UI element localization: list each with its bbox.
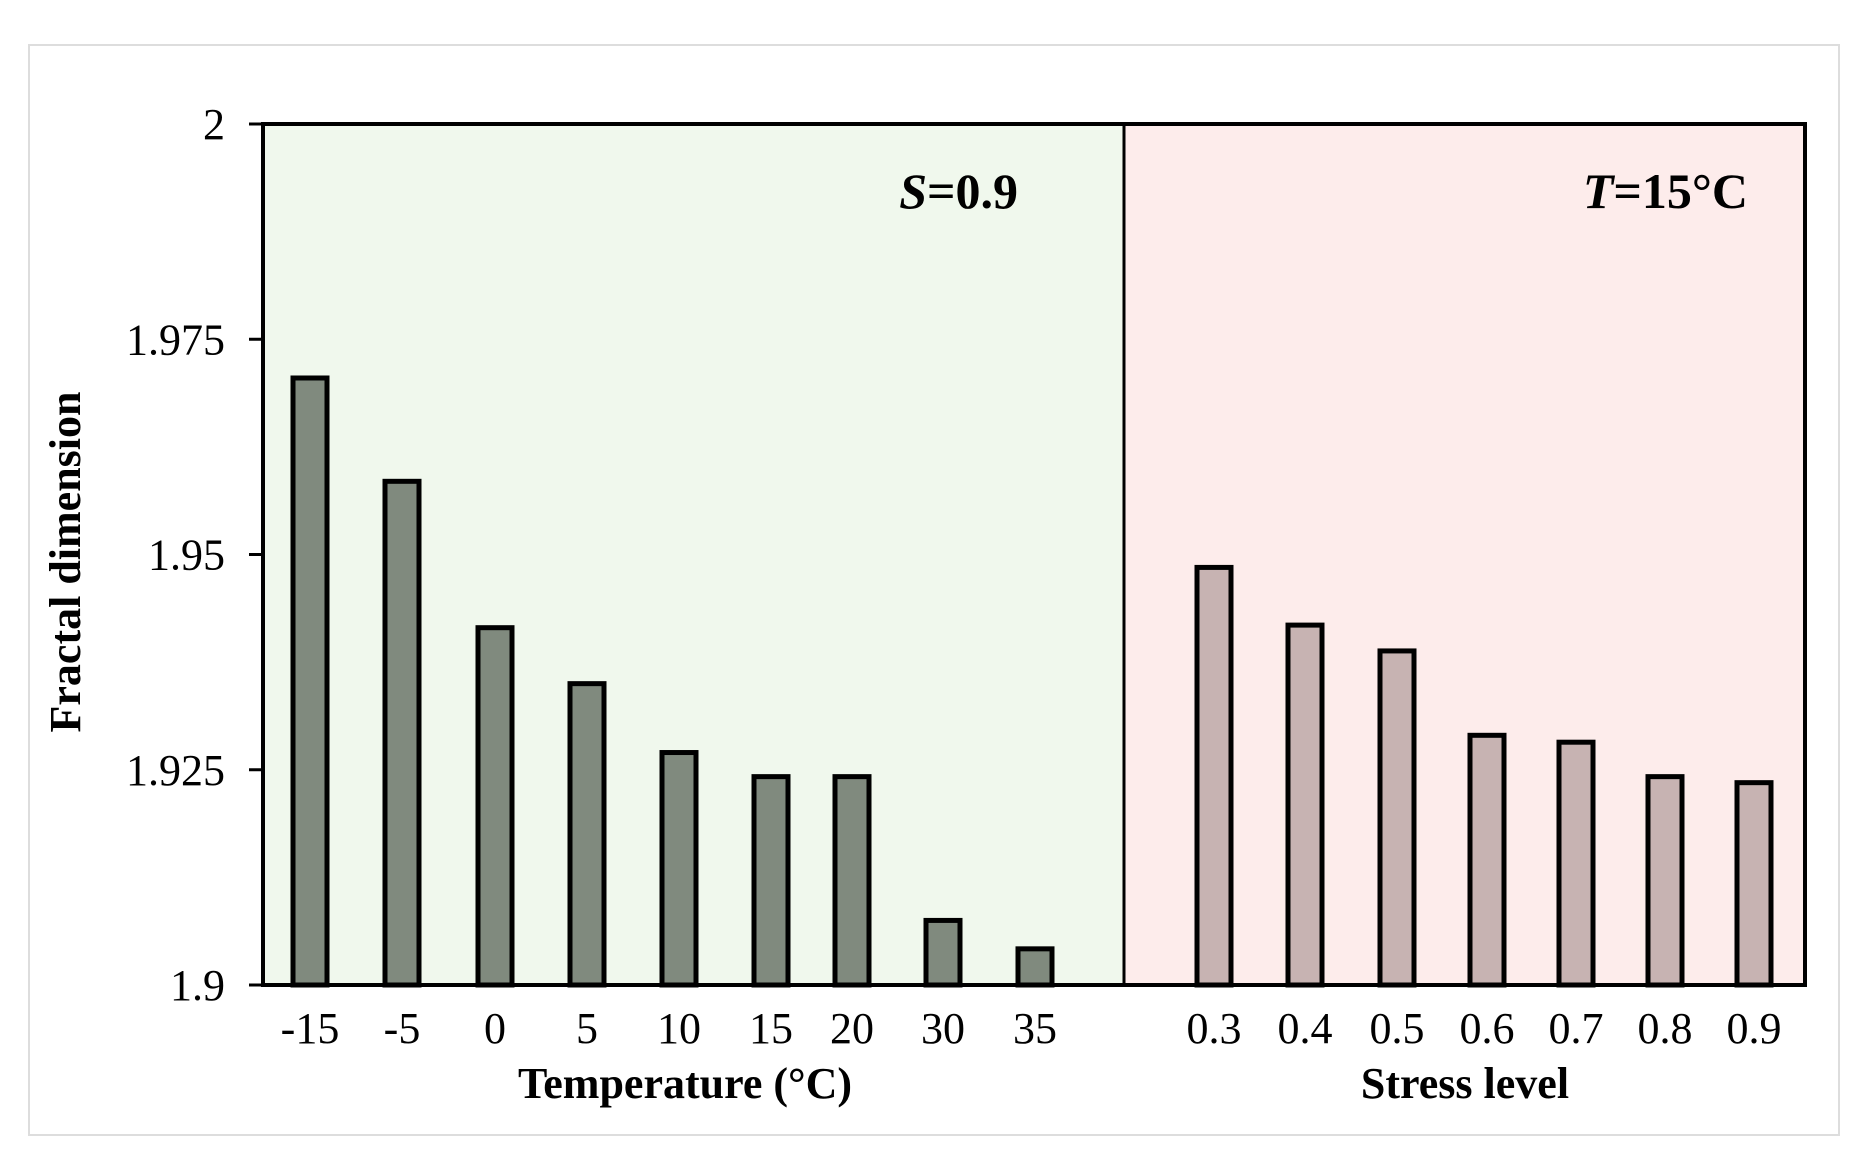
bars-group (290, 375, 1774, 988)
panel-annotation-stress-level: S=0.9 (899, 163, 1018, 219)
x-tick-label: 0.9 (1727, 1004, 1782, 1053)
bar-temperature-30 (923, 917, 963, 988)
x-tick-label: 0.3 (1187, 1004, 1242, 1053)
bar-stress-0.3 (1194, 564, 1234, 988)
y-tick-label: 1.9 (170, 961, 225, 1010)
annotation-symbol: T (1583, 163, 1616, 219)
bar-temperature--15 (290, 375, 330, 988)
y-tick-label: 1.975 (126, 315, 225, 364)
y-tick-label: 1.925 (126, 746, 225, 795)
x-tick-label: 0.8 (1638, 1004, 1693, 1053)
bar-temperature-10 (659, 750, 699, 988)
bar-temperature-15 (751, 774, 791, 988)
bar-temperature-0 (475, 625, 515, 988)
bar-stress-0.4 (1285, 622, 1325, 988)
x-axis-label-temperature: Temperature (°C) (518, 1059, 852, 1108)
bar-stress-0.6 (1467, 732, 1507, 988)
bar-temperature-35 (1015, 946, 1055, 988)
bar-temperature-5 (567, 681, 607, 988)
annotation-value: =15°C (1613, 163, 1748, 219)
x-tick-label: 0 (484, 1004, 506, 1053)
x-tick-label: 0.6 (1460, 1004, 1515, 1053)
bar-stress-0.7 (1556, 739, 1596, 988)
x-tick-label: 5 (576, 1004, 598, 1053)
x-tick-label: 15 (749, 1004, 793, 1053)
x-tick-label: 35 (1013, 1004, 1057, 1053)
x-tick-label: 0.7 (1549, 1004, 1604, 1053)
x-tick-label: 0.4 (1278, 1004, 1333, 1053)
x-tick-label: 0.5 (1370, 1004, 1425, 1053)
panel-annotation-temperature: T=15°C (1583, 163, 1748, 219)
x-tick-label: -15 (281, 1004, 340, 1053)
y-axis-ticks: 1.9 1.925 1.95 1.975 2 (126, 100, 263, 1010)
x-axis-label-stress: Stress level (1361, 1059, 1569, 1108)
annotation-symbol: S (899, 163, 927, 219)
x-tick-label: 30 (921, 1004, 965, 1053)
panel-background-stress (1124, 124, 1805, 985)
x-tick-label: -5 (384, 1004, 421, 1053)
x-tick-label: 20 (830, 1004, 874, 1053)
y-tick-label: 1.95 (148, 531, 225, 580)
bar-temperature--5 (382, 478, 422, 988)
y-axis-label: Fractal dimension (41, 392, 90, 733)
x-tick-label: 10 (657, 1004, 701, 1053)
bar-stress-0.8 (1645, 774, 1685, 988)
x-axis-ticks: -15 -5 0 5 10 15 20 30 35 0.3 0.4 0.5 0.6 0.7 0.8 0.9 (281, 1004, 1782, 1053)
bar-stress-0.5 (1377, 648, 1417, 988)
bar-temperature-20 (832, 774, 872, 988)
y-tick-label: 2 (203, 100, 225, 149)
annotation-value: =0.9 (927, 163, 1018, 219)
bar-stress-0.9 (1734, 780, 1774, 988)
